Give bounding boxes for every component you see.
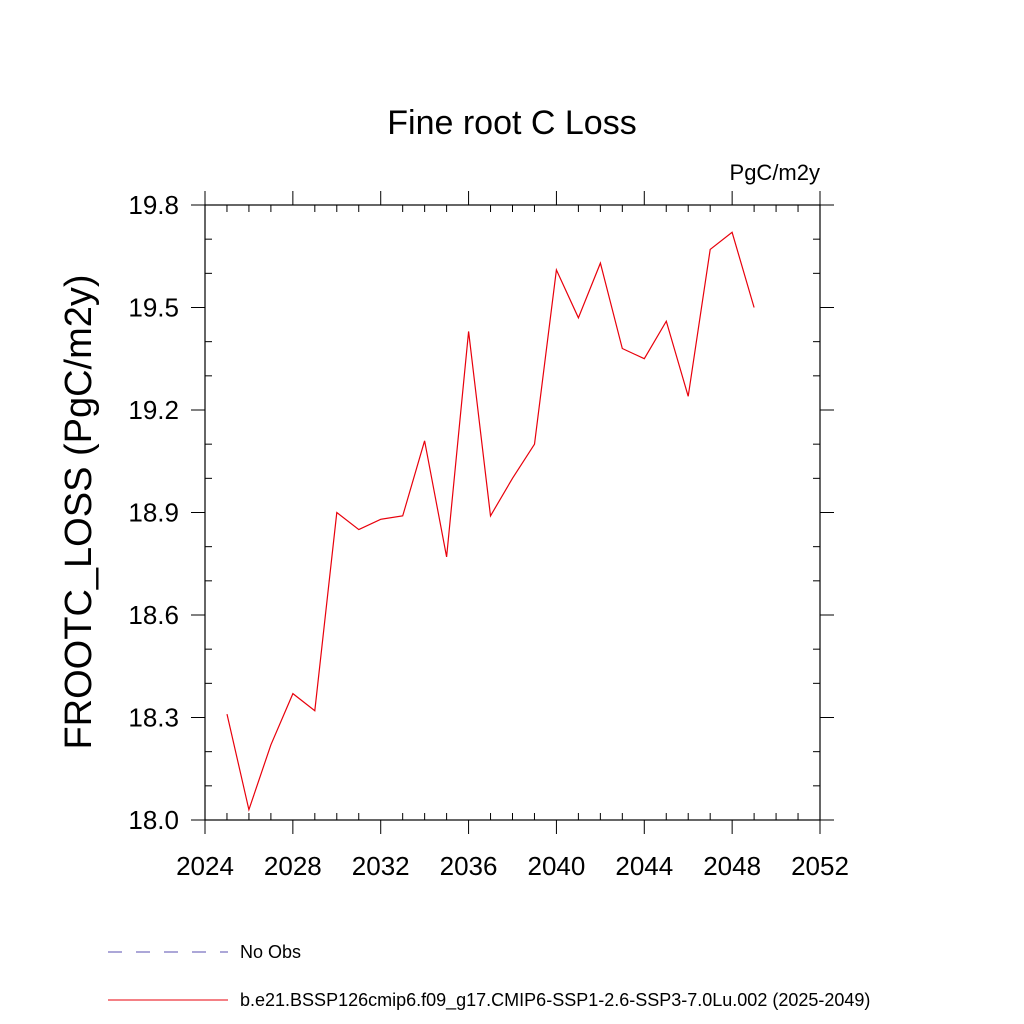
y-tick-label: 19.8: [128, 190, 179, 220]
x-tick-label: 2024: [176, 851, 234, 881]
x-tick-label: 2044: [615, 851, 673, 881]
y-axis-label: FROOTC_LOSS (PgC/m2y): [58, 274, 100, 749]
plot-frame: [204, 204, 821, 821]
chart-title: Fine root C Loss: [387, 104, 636, 142]
x-tick-label: 2032: [352, 851, 410, 881]
x-tick-label: 2052: [791, 851, 849, 881]
x-tick-label: 2036: [440, 851, 498, 881]
series-group: [226, 231, 755, 812]
axis-ticks: [191, 191, 834, 834]
series-line: [226, 231, 755, 812]
y-tick-label: 19.2: [128, 395, 179, 425]
x-tick-label: 2040: [528, 851, 586, 881]
tick-labels: 2024 2028 2032 2036 2040 2044 2048 2052 18.0 18.3…: [128, 190, 849, 881]
y-tick-label: 19.5: [128, 293, 179, 323]
legend-label: No Obs: [240, 942, 301, 962]
y-tick-label: 18.3: [128, 703, 179, 733]
units-label: PgC/m2y: [730, 160, 820, 185]
y-tick-label: 18.9: [128, 498, 179, 528]
legend: No Obs b.e21.BSSP126cmip6.f09_g17.CMIP6-S…: [108, 942, 870, 1011]
legend-label: b.e21.BSSP126cmip6.f09_g17.CMIP6-SSP1-2.…: [240, 990, 870, 1011]
y-tick-label: 18.6: [128, 600, 179, 630]
x-tick-label: 2028: [264, 851, 322, 881]
x-tick-label: 2048: [703, 851, 761, 881]
y-tick-label: 18.0: [128, 805, 179, 835]
